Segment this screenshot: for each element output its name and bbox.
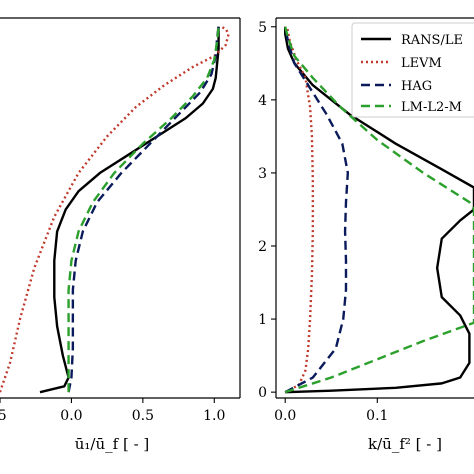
right-series-rans-les <box>284 26 474 394</box>
right-series-lm-l2-m <box>284 26 474 394</box>
right-y-tick-label: 4 <box>258 93 267 109</box>
left-x-tick-label: 1.0 <box>203 408 225 424</box>
left-plot-lines <box>0 25 230 394</box>
right-series-levm <box>284 26 315 394</box>
right-y-tick-label: 2 <box>258 239 267 255</box>
left-x-tick-label: 0.0 <box>60 408 82 424</box>
left-series-rans-les <box>39 26 220 394</box>
right-x-tick-label: 0.1 <box>366 408 388 424</box>
legend-label-rans-les: RANS/LE <box>401 33 463 48</box>
right-y-tick-label: 0 <box>258 385 267 401</box>
left-series-lm-l2-m <box>67 26 220 393</box>
left-x-axis-label: ū₁/ū_f [ - ] <box>75 435 150 453</box>
legend-label-levm: LEVM <box>401 56 442 71</box>
legend: RANS/LE LEVM HAG LM-L2-M <box>351 22 474 118</box>
right-y-tick-label: 1 <box>258 312 267 328</box>
right-x-tick-label: 0.0 <box>274 408 296 424</box>
right-ticks: 0.0 0.1 0 1 2 3 4 5 <box>258 20 388 424</box>
left-x-tick-label: .5 <box>0 408 7 424</box>
left-panel: .5 0.0 0.5 1.0 ū₁/ū_f [ - ] <box>0 17 241 453</box>
right-y-tick-label: 3 <box>258 166 267 182</box>
legend-frame <box>351 22 474 118</box>
left-series-levm <box>0 25 230 393</box>
right-plot-lines <box>284 26 474 394</box>
left-series-hag <box>67 26 220 393</box>
right-series-hag <box>284 26 350 394</box>
left-x-ticks: .5 0.0 0.5 1.0 <box>0 398 225 424</box>
left-x-tick-label: 0.5 <box>132 408 154 424</box>
right-y-tick-label: 5 <box>258 20 267 36</box>
right-x-axis-label: k/ū_f² [ - ] <box>368 435 442 453</box>
legend-label-lm-l2-m: LM-L2-M <box>401 100 462 115</box>
legend-label-hag: HAG <box>401 79 432 94</box>
right-panel: 0.0 0.1 0 1 2 3 4 5 k/ū_f² [ - ] RANS/LE LEVM H… <box>258 17 474 453</box>
